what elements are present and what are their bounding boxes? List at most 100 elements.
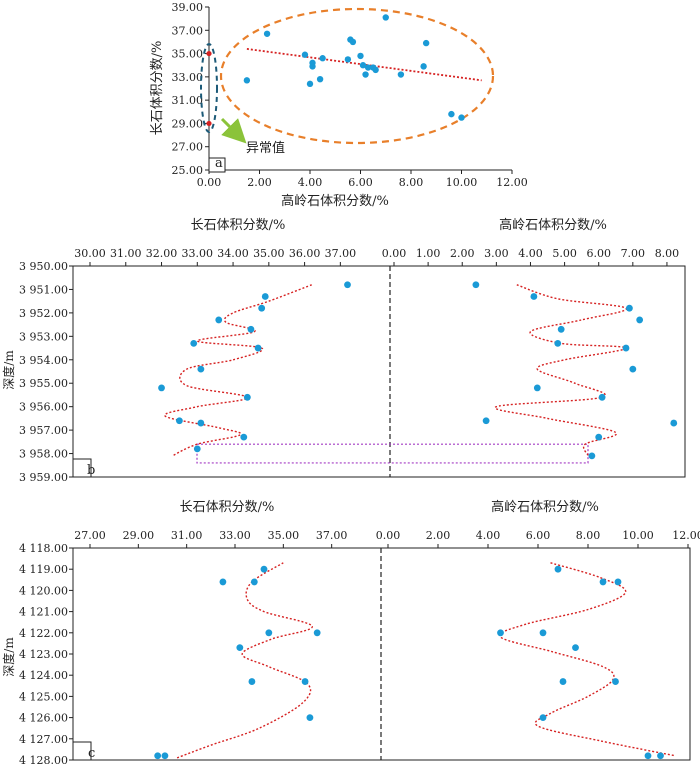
feldspar-point — [240, 433, 248, 441]
panel-b-left-title: 长石体积分数/% — [191, 218, 286, 233]
panel-c-right-tick-label: 10.00 — [622, 529, 654, 542]
anomaly-annotation: 异常值 — [246, 140, 285, 156]
panel-a-x-tick-label: 0.00 — [197, 176, 222, 189]
scatter-point — [344, 56, 352, 63]
kaolinite-point — [497, 629, 504, 637]
panel-b-right-tick-label: 5.00 — [552, 247, 577, 260]
panel-b-y-tick-label: 3 959.00 — [19, 471, 68, 484]
panel-c-left-tick-label: 31.00 — [171, 529, 203, 542]
panel-c-right-tick-label: 0.00 — [376, 529, 401, 542]
feldspar-point — [258, 304, 266, 312]
feldspar-point — [313, 629, 321, 637]
kaolinite-point — [670, 419, 678, 427]
panel-c-y-tick-label: 4 121.00 — [19, 606, 68, 619]
kaolinite-point — [539, 714, 547, 721]
feldspar-point — [306, 714, 314, 721]
panel-c-letter-box — [72, 741, 92, 761]
panel-c-y-tick-label: 4 122.00 — [19, 627, 68, 640]
feldspar-point — [161, 752, 169, 760]
panel-b-letter-box — [72, 458, 92, 478]
panel-c-left-tick-label: 35.00 — [268, 529, 300, 542]
kaolinite-point — [595, 433, 603, 441]
scatter-point — [420, 63, 427, 70]
kaolinite-point — [572, 644, 579, 652]
panel-a-y-tick-label: 35.00 — [172, 48, 204, 61]
feldspar-point — [344, 281, 351, 289]
feldspar-point — [193, 445, 201, 453]
scatter-point — [357, 52, 364, 60]
scatter-point — [309, 63, 316, 70]
feldspar-point — [250, 578, 258, 586]
panel-a-x-tick-label: 6.00 — [348, 176, 373, 189]
scatter-point — [422, 39, 430, 47]
kaolinite-point — [472, 281, 480, 289]
panel-c-y-tick-label: 4 124.00 — [19, 669, 68, 682]
panel-a-letter-box — [208, 157, 226, 173]
scatter-point — [359, 62, 367, 69]
panel-c-right-tick-label: 8.00 — [576, 529, 601, 542]
feldspar-point — [260, 565, 268, 573]
kaolinite-curve — [494, 284, 627, 457]
scatter-point — [362, 71, 369, 78]
panel-c-y-tick-label: 4 123.00 — [19, 648, 68, 661]
chart-marks: 0.00 2.00 4.00 6.00 8.00 10.00 12.00 25.00 27.00… — [19, 1, 700, 767]
kaolinite-point — [599, 578, 607, 586]
feldspar-point — [261, 293, 269, 300]
panel-c-right-tick-label: 2.00 — [426, 529, 451, 542]
panel-c-right-tick-label: 12.00 — [672, 529, 700, 542]
panel-c-right-tick-label: 4.00 — [476, 529, 501, 542]
panel-c-y-tick-label: 4 118.00 — [19, 542, 68, 555]
panel-b-y-tick-label: 3 954.00 — [19, 354, 68, 367]
scatter-point — [316, 75, 324, 83]
panel-b-y-tick-label: 3 958.00 — [19, 448, 68, 461]
scatter-point — [319, 55, 326, 62]
panel-b-y-tick-label: 3 950.00 — [19, 260, 68, 273]
kaolinite-curve — [498, 562, 676, 757]
panel-b-left-tick-label: 37.00 — [325, 247, 357, 260]
scatter-point — [372, 66, 379, 74]
panel-a-ylabel: 长石体积分数/% — [150, 41, 165, 136]
kaolinite-point — [533, 384, 541, 392]
panel-c-right-title: 高岭石体积分数/% — [491, 499, 599, 515]
scatter-point — [382, 14, 389, 21]
panel-b-right-tick-label: 2.00 — [450, 247, 475, 260]
panel-b-left-tick-label: 32.00 — [146, 247, 178, 260]
kaolinite-point — [554, 339, 562, 347]
panel-c-left-tick-label: 29.00 — [123, 529, 155, 542]
panel-b-y-tick-label: 3 951.00 — [19, 283, 68, 296]
panel-a-x-tick-label: 12.00 — [496, 176, 528, 189]
feldspar-point — [248, 678, 256, 685]
panel-b-y-tick-label: 3 955.00 — [19, 377, 68, 390]
panel-b-frame — [72, 265, 686, 478]
feldspar-point — [254, 344, 262, 352]
kaolinite-point — [598, 393, 606, 401]
panel-b-ylabel: 深度/m — [1, 350, 16, 390]
kaolinite-point — [588, 452, 596, 460]
feldspar-point — [176, 417, 183, 425]
panel-a-x-tick-label: 10.00 — [446, 176, 478, 189]
panel-c-y-tick-label: 4 128.00 — [19, 754, 68, 764]
panel-b-letter: b — [87, 463, 95, 478]
normal-cluster-ellipse — [219, 7, 495, 145]
anomaly-point — [206, 50, 212, 57]
panel-b-left-tick-label: 30.00 — [74, 247, 106, 260]
panel-b-left-tick-label: 31.00 — [110, 247, 142, 260]
highlight-box — [196, 443, 589, 464]
anomaly-point — [206, 120, 212, 127]
panel-c-letter: c — [88, 746, 95, 761]
panel-c-y-tick-label: 4 119.00 — [19, 563, 68, 576]
panel-b-y-tick-label: 3 952.00 — [19, 307, 68, 320]
panel-b-right-title: 高岭石体积分数/% — [499, 217, 607, 233]
feldspar-point — [158, 384, 165, 392]
scatter-point — [306, 80, 314, 88]
panel-a-y-tick-label: 39.00 — [172, 1, 204, 14]
panel-b-right-tick-label: 7.00 — [621, 247, 646, 260]
kaolinite-point — [657, 752, 664, 760]
feldspar-point — [301, 678, 309, 685]
kaolinite-point — [629, 365, 637, 373]
kaolinite-point — [622, 344, 630, 352]
panel-a-y-tick-label: 37.00 — [172, 24, 204, 37]
feldspar-point — [219, 578, 227, 586]
